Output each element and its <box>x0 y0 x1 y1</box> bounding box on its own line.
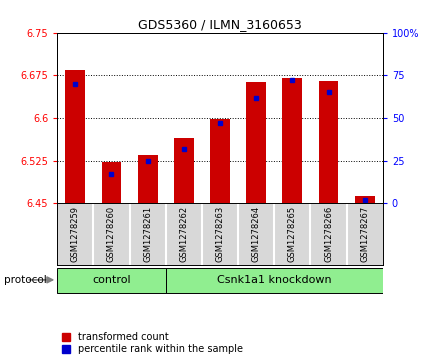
Bar <box>102 162 121 203</box>
Text: GSM1278260: GSM1278260 <box>107 206 116 262</box>
Text: control: control <box>92 275 131 285</box>
Text: GSM1278263: GSM1278263 <box>216 206 224 262</box>
Text: GSM1278265: GSM1278265 <box>288 206 297 262</box>
Bar <box>282 78 302 203</box>
Bar <box>355 196 375 203</box>
Text: GSM1278262: GSM1278262 <box>180 206 188 262</box>
Bar <box>138 155 158 203</box>
Text: protocol: protocol <box>4 275 47 285</box>
Bar <box>174 138 194 203</box>
Text: GSM1278264: GSM1278264 <box>252 206 260 262</box>
Text: GSM1278261: GSM1278261 <box>143 206 152 262</box>
FancyBboxPatch shape <box>57 268 166 293</box>
Bar <box>210 119 230 203</box>
Title: GDS5360 / ILMN_3160653: GDS5360 / ILMN_3160653 <box>138 19 302 32</box>
FancyBboxPatch shape <box>166 268 383 293</box>
Text: GSM1278259: GSM1278259 <box>71 206 80 262</box>
Text: GSM1278266: GSM1278266 <box>324 206 333 262</box>
Bar <box>319 81 338 203</box>
Text: Csnk1a1 knockdown: Csnk1a1 knockdown <box>217 275 332 285</box>
Bar <box>246 82 266 203</box>
Text: GSM1278267: GSM1278267 <box>360 206 369 262</box>
Legend: transformed count, percentile rank within the sample: transformed count, percentile rank withi… <box>58 329 247 358</box>
Bar <box>66 70 85 203</box>
